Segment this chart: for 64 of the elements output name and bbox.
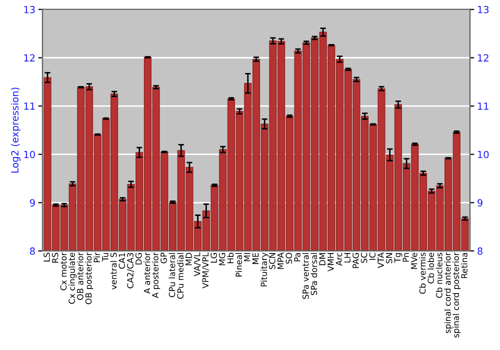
x-tick-label: Retina (460, 253, 468, 278)
x-tick-label: Hb (227, 252, 234, 264)
y-tick-label: 9 (30, 199, 35, 206)
x-tick-label: SN (386, 253, 392, 264)
x-tick-label: DM (319, 253, 326, 266)
y-tick-label: 8 (30, 247, 35, 255)
x-tick-label: SPa dorsal (310, 253, 318, 296)
x-tick-label: Cx cingulate (68, 252, 77, 304)
x-tick-label: OB posterior (85, 252, 94, 304)
x-tick-label: LG (210, 253, 217, 263)
x-tick-label: spinal cord anterior (444, 252, 452, 334)
y2-tick-label: 12 (478, 54, 488, 62)
x-tick-label: IC (369, 252, 376, 260)
y2-tick-label: 9 (478, 199, 482, 206)
y-tick-label: 12 (24, 54, 35, 62)
x-tick-label: SO (286, 252, 292, 264)
y-tick-label: 10 (24, 150, 35, 158)
x-tick-label: ME (252, 252, 259, 264)
y2-tick-label: 10 (478, 150, 489, 158)
x-tick-label: VMH (328, 253, 334, 272)
x-tick-label: A anterior (144, 252, 150, 294)
x-tick-label: VPM/VPL (202, 252, 210, 288)
x-tick-label: MG (218, 253, 226, 266)
x-tick-label: DG (135, 253, 142, 264)
x-tick-label: VTA (378, 252, 384, 268)
x-tick-label: spinal cord posterior (452, 252, 461, 338)
x-tick-label: MVe (411, 252, 418, 269)
x-tick-label: Pn (402, 253, 409, 262)
x-tick-label: A posterior (152, 252, 160, 298)
x-tick-label: SCN (269, 253, 276, 270)
x-tick-label: MPA (278, 252, 284, 269)
x-tick-label: Tg (394, 253, 402, 263)
x-tick-label: Cb lobe (428, 252, 434, 284)
y2-tick-label: 11 (478, 102, 488, 110)
x-tick-label: Arc (336, 252, 342, 266)
x-tick-label: Pituitary (260, 252, 269, 286)
x-tick-label: Cb vermis (419, 252, 426, 294)
y2-tick-label: 8 (478, 247, 482, 255)
x-tick-label: LH (344, 253, 350, 262)
x-tick-label: RS (52, 252, 58, 263)
x-tick-label: Pa (294, 253, 300, 262)
x-tick-label: CPu medial (177, 253, 184, 299)
x-tick-label: MI (244, 253, 250, 262)
y-tick-label: 11 (24, 102, 35, 110)
x-tick-label: CA2/CA3 (127, 253, 134, 288)
x-tick-label: Pir (94, 252, 100, 262)
x-tick-label: LS (44, 252, 50, 262)
x-tick-label: ventral S (110, 252, 117, 290)
y-tick-label: 13 (24, 6, 35, 14)
y-axis-title: Log2 (expression) (10, 88, 20, 173)
x-tick-label: OB anterior (76, 252, 84, 300)
x-tick-label: Tu (102, 253, 108, 262)
x-tick-label: SC (360, 252, 368, 263)
x-tick-label: Pineal (236, 253, 242, 277)
x-tick-label: CPu lateral (168, 253, 176, 298)
y2-tick-label: 13 (478, 6, 489, 14)
x-tick-label: Cb nucleus (436, 252, 442, 298)
x-tick-label: SPa ventral (302, 253, 309, 299)
x-tick-label: VA/VL (194, 252, 201, 276)
x-tick-label: PAG (352, 253, 359, 268)
x-tick-label: MD (186, 252, 192, 266)
x-tick-label: Cx motor (60, 252, 67, 290)
x-tick-label: CA1 (118, 253, 126, 269)
x-tick-label: GP (160, 252, 167, 264)
